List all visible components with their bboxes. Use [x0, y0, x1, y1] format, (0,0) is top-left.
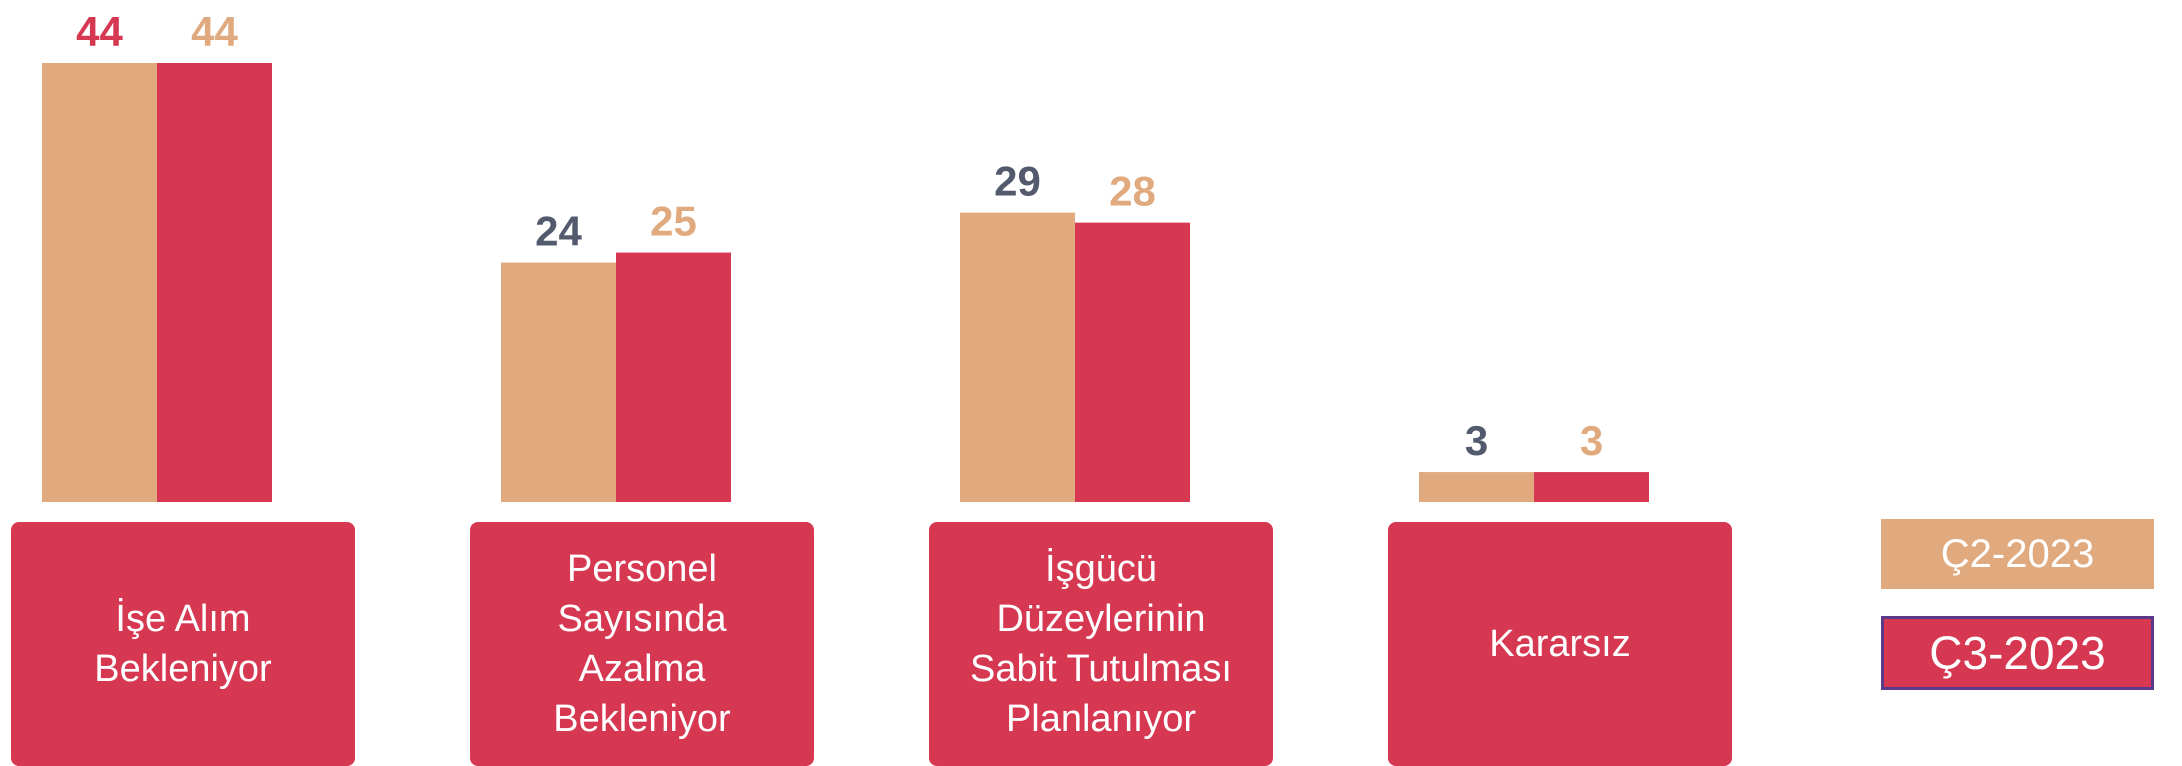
bar [1534, 472, 1649, 502]
category-box: İşe Alım Bekleniyor [11, 522, 355, 766]
value-label: 25 [650, 198, 697, 245]
bar [960, 212, 1075, 502]
category-box: İşgücü Düzeylerinin Sabit Tutulması Plan… [929, 522, 1273, 766]
value-label: 44 [191, 8, 238, 55]
bar [501, 262, 616, 502]
category-label: İşgücü Düzeylerinin Sabit Tutulması Plan… [970, 548, 1232, 740]
value-label: 29 [994, 158, 1041, 205]
value-label: 3 [1580, 417, 1603, 464]
category-label: Personel Sayısında Azalma Bekleniyor [553, 548, 731, 740]
value-label: 24 [535, 208, 582, 255]
bar [616, 252, 731, 502]
category-label: İşe Alım Bekleniyor [94, 598, 272, 690]
legend-item: Ç2-2023 [1881, 519, 2154, 589]
category-box: Personel Sayısında Azalma Bekleniyor [470, 522, 814, 766]
legend-item: Ç3-2023 [1881, 616, 2154, 690]
bar [42, 63, 157, 502]
value-label: 28 [1109, 168, 1156, 215]
bar [1419, 472, 1534, 502]
bar [157, 63, 272, 502]
category-box: Kararsız [1388, 522, 1732, 766]
category-label: Kararsız [1489, 623, 1631, 665]
value-label: 44 [76, 8, 123, 55]
bar [1075, 222, 1190, 503]
value-label: 3 [1465, 417, 1488, 464]
